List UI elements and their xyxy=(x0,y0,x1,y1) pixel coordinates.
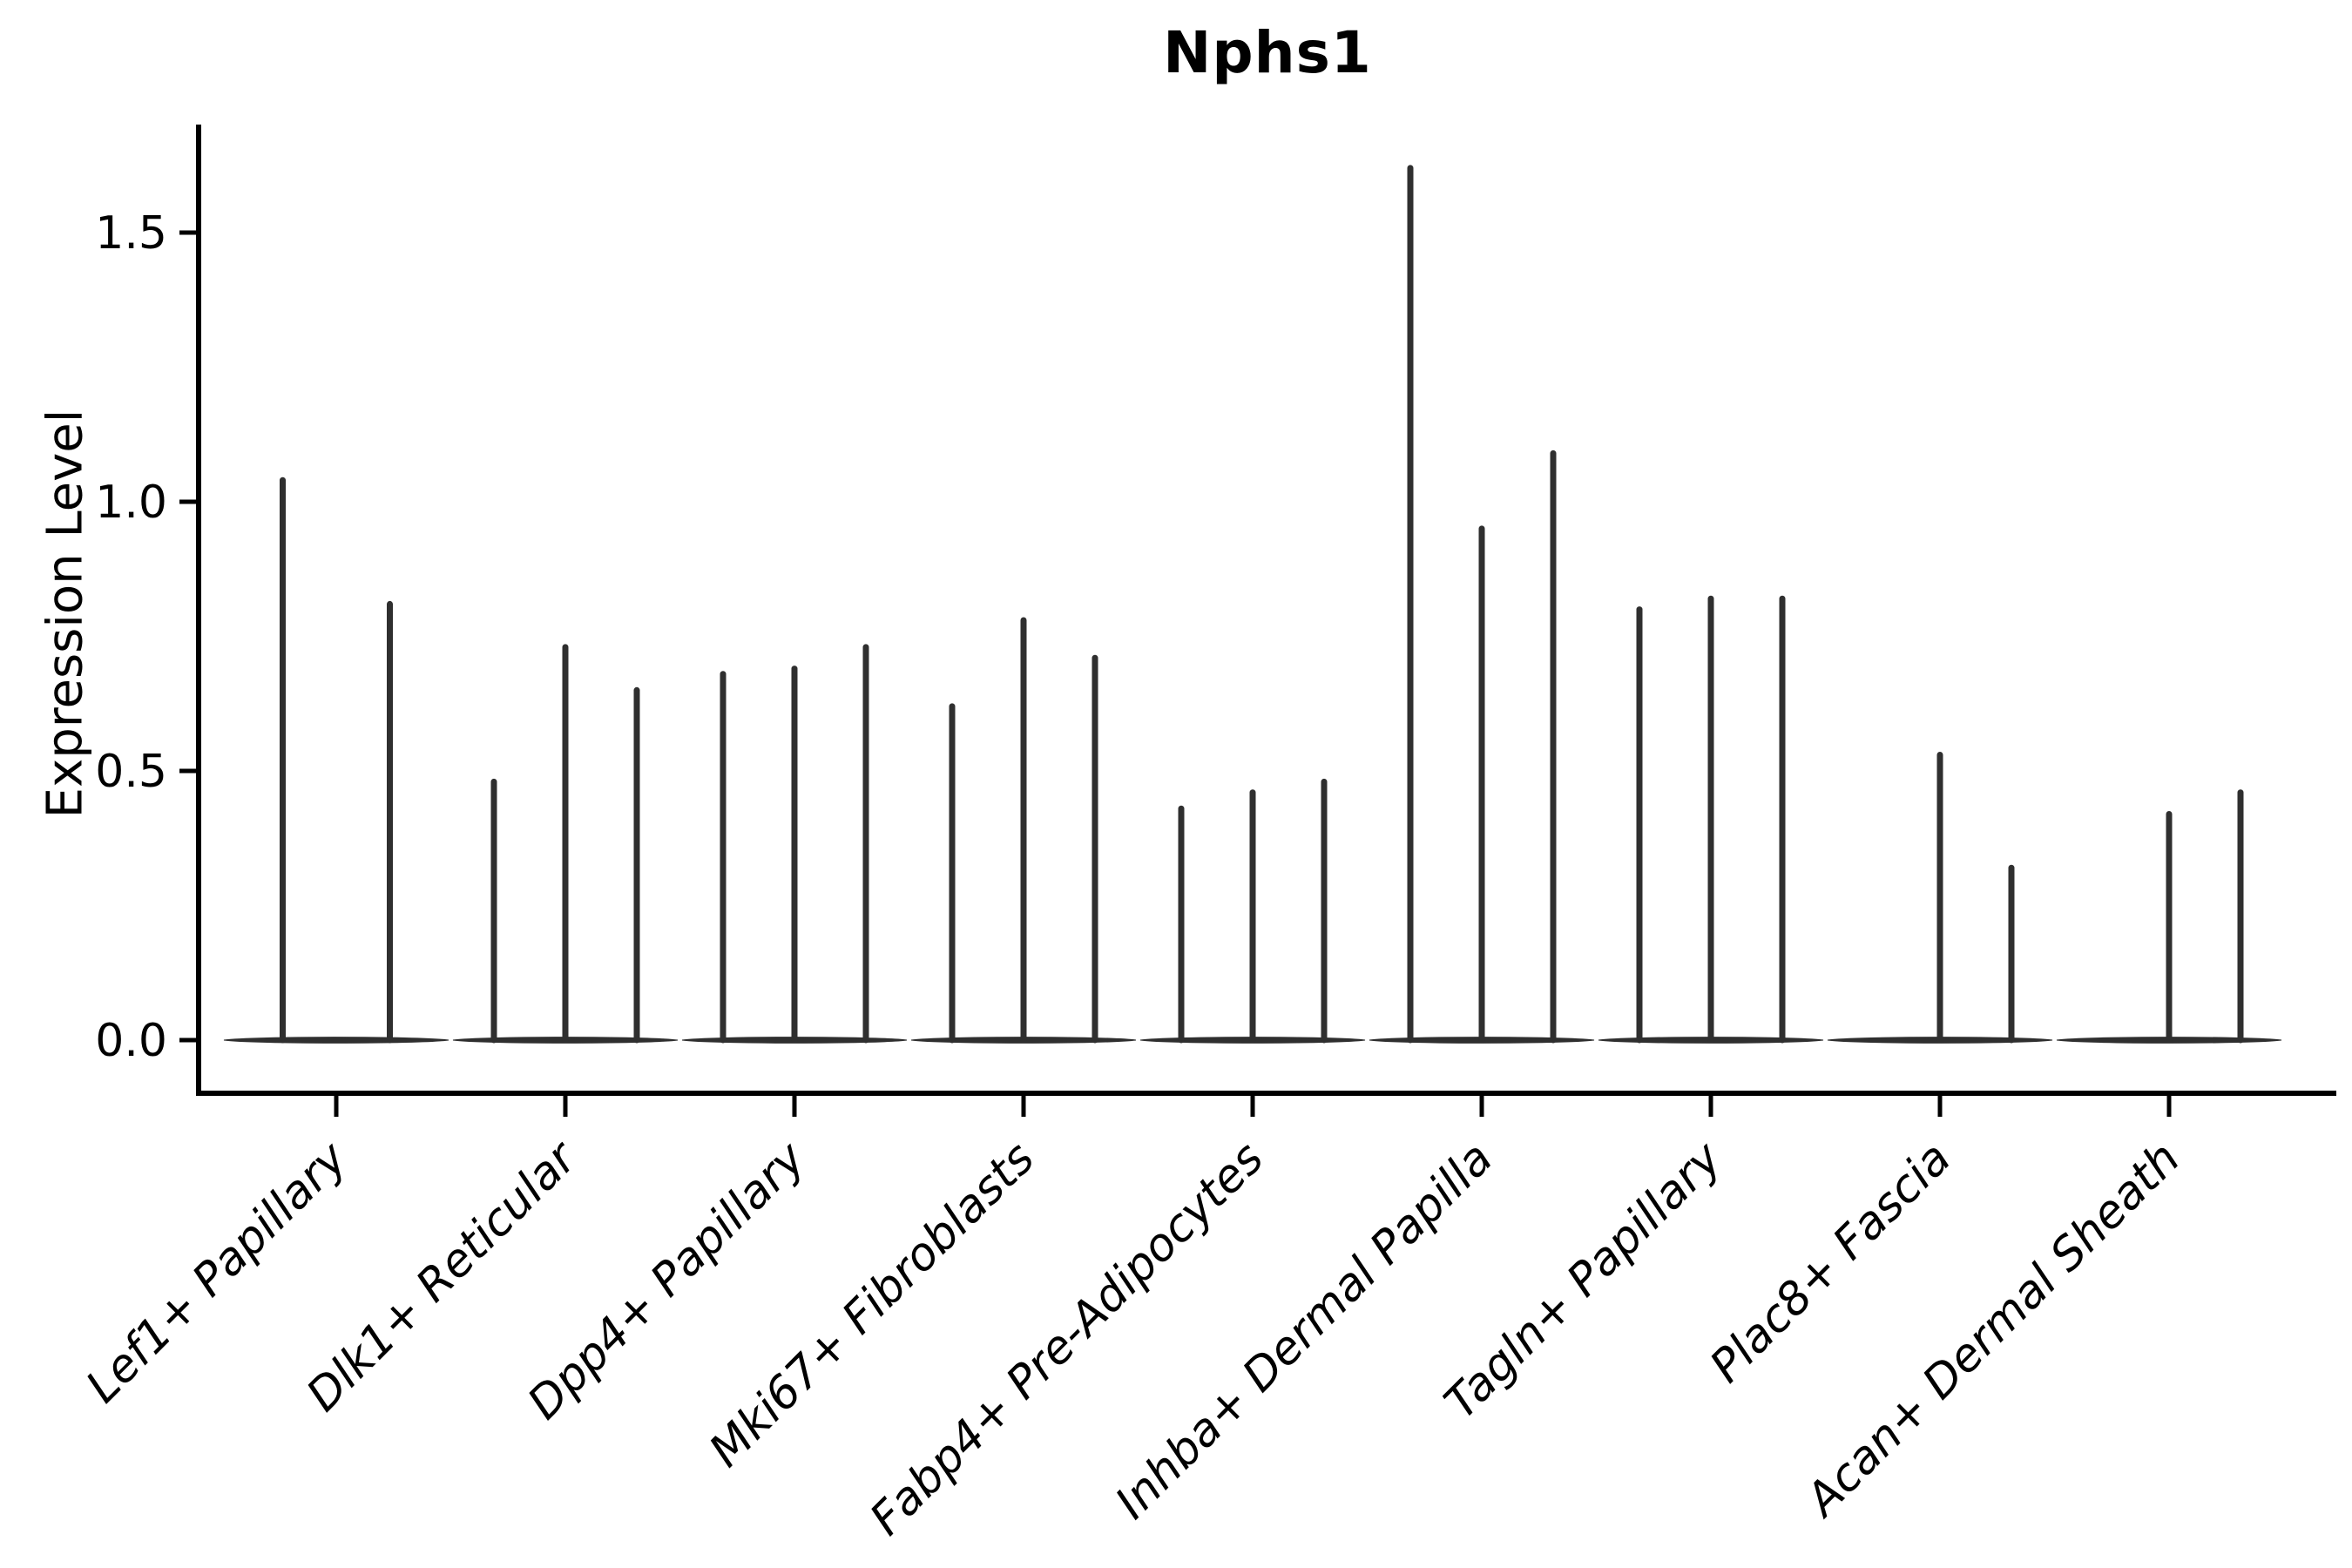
x-tick-label: Acan+ Dermal Sheath xyxy=(1794,1132,2190,1528)
x-tick-label: Inhba+ Dermal Papilla xyxy=(1105,1132,1503,1530)
violin-baseline xyxy=(223,1037,449,1044)
x-tick-label: Fabp4+ Pre-Adipocytes xyxy=(861,1132,1274,1546)
chart-title: Nphs1 xyxy=(1163,19,1372,86)
y-tick-label: 0.5 xyxy=(95,746,167,798)
x-tick-label: Plac8+ Fascia xyxy=(1700,1132,1961,1393)
y-tick-label: 1.5 xyxy=(95,207,167,260)
y-tick-label: 0.0 xyxy=(95,1015,167,1067)
y-tick-label: 1.0 xyxy=(95,476,167,529)
